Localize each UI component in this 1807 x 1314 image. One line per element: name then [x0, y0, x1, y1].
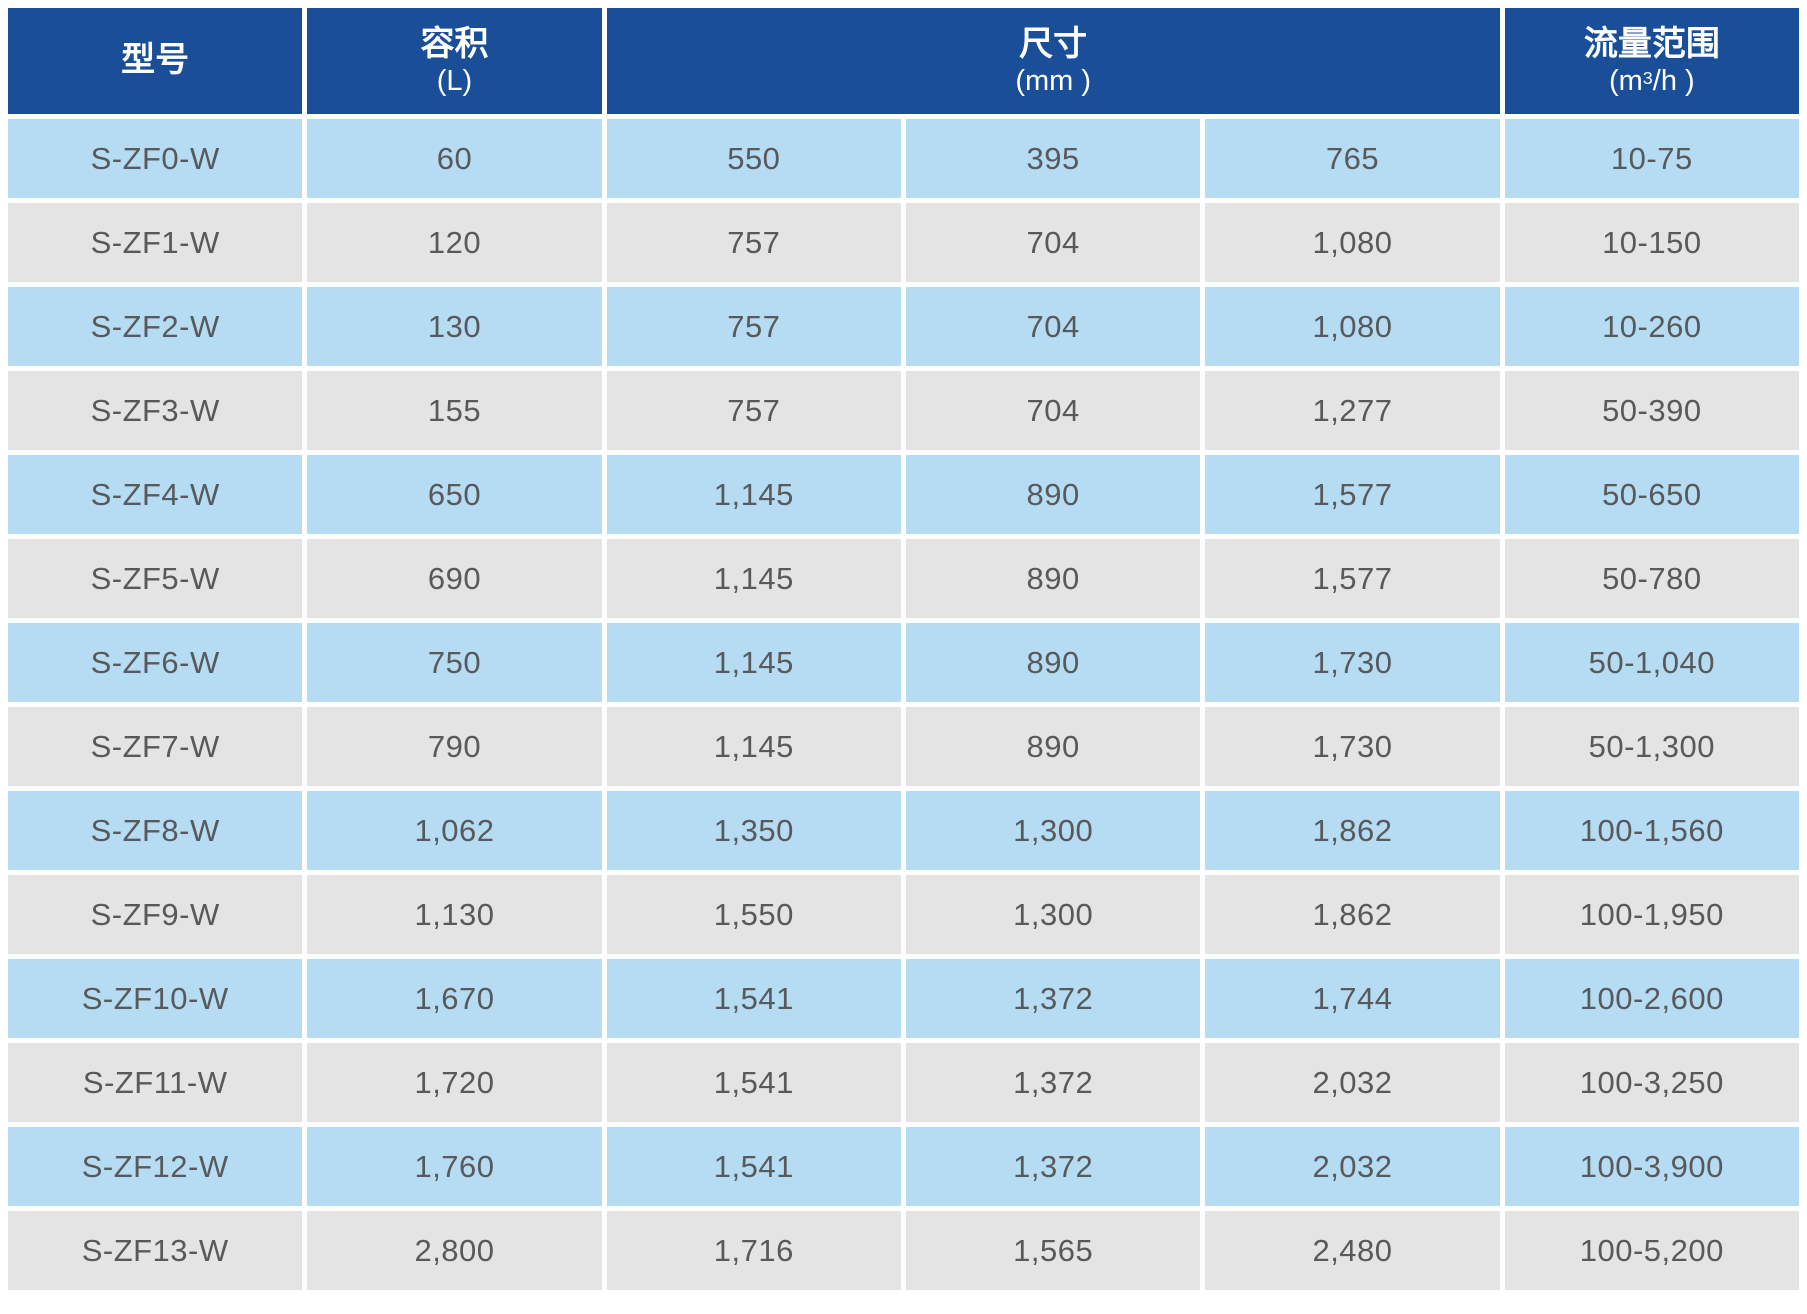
cell-dim3: 2,480 [1205, 1211, 1500, 1290]
cell-volume: 1,760 [307, 1127, 602, 1206]
cell-volume: 155 [307, 371, 602, 450]
cell-model: S-ZF8-W [8, 791, 303, 870]
cell-model: S-ZF10-W [8, 959, 303, 1038]
cell-dim3: 765 [1205, 119, 1500, 198]
cell-volume: 1,670 [307, 959, 602, 1038]
cell-flow-range: 100-1,560 [1504, 791, 1799, 870]
cell-model: S-ZF11-W [8, 1043, 303, 1122]
cell-dim3: 1,080 [1205, 287, 1500, 366]
cell-model: S-ZF6-W [8, 623, 303, 702]
cell-dim2: 1,372 [906, 1127, 1201, 1206]
cell-dim2: 395 [906, 119, 1201, 198]
header-volume-unit: (L) [436, 65, 473, 98]
cell-dim1: 1,541 [606, 1127, 901, 1206]
cell-dim2: 704 [906, 371, 1201, 450]
cell-dim2: 1,300 [906, 875, 1201, 954]
cell-dim3: 2,032 [1205, 1043, 1500, 1122]
cell-volume: 1,062 [307, 791, 602, 870]
cell-flow-range: 50-650 [1504, 455, 1799, 534]
cell-volume: 120 [307, 203, 602, 282]
cell-model: S-ZF4-W [8, 455, 303, 534]
cell-dim3: 1,080 [1205, 203, 1500, 282]
cell-dim1: 1,145 [606, 455, 901, 534]
cell-dim2: 704 [906, 203, 1201, 282]
header-size-label: 尺寸 [1019, 24, 1088, 63]
cell-model: S-ZF1-W [8, 203, 303, 282]
cell-dim3: 1,577 [1205, 455, 1500, 534]
cell-dim3: 1,730 [1205, 623, 1500, 702]
cell-volume: 2,800 [307, 1211, 602, 1290]
header-flow-range-label: 流量范围 [1583, 24, 1720, 63]
cell-flow-range: 10-260 [1504, 287, 1799, 366]
cell-dim2: 890 [906, 539, 1201, 618]
cell-dim1: 1,145 [606, 623, 901, 702]
cell-model: S-ZF12-W [8, 1127, 303, 1206]
header-flow-range-unit: (m3/h ) [1608, 65, 1695, 98]
cell-flow-range: 50-390 [1504, 371, 1799, 450]
header-volume: 容积 (L) [307, 8, 602, 114]
cell-dim2: 1,300 [906, 791, 1201, 870]
cell-model: S-ZF9-W [8, 875, 303, 954]
cell-flow-range: 100-1,950 [1504, 875, 1799, 954]
cell-dim3: 1,730 [1205, 707, 1500, 786]
cell-flow-range: 50-1,300 [1504, 707, 1799, 786]
cell-model: S-ZF0-W [8, 119, 303, 198]
cell-dim2: 704 [906, 287, 1201, 366]
cell-dim3: 1,577 [1205, 539, 1500, 618]
cell-dim2: 1,372 [906, 959, 1201, 1038]
cell-model: S-ZF2-W [8, 287, 303, 366]
cell-dim1: 757 [606, 287, 901, 366]
cell-dim1: 1,550 [606, 875, 901, 954]
cell-dim1: 1,145 [606, 539, 901, 618]
cell-dim1: 550 [606, 119, 901, 198]
cell-flow-range: 100-2,600 [1504, 959, 1799, 1038]
header-volume-label: 容积 [420, 24, 489, 63]
cell-model: S-ZF5-W [8, 539, 303, 618]
cell-volume: 690 [307, 539, 602, 618]
cell-flow-range: 10-75 [1504, 119, 1799, 198]
cell-volume: 60 [307, 119, 602, 198]
cell-volume: 650 [307, 455, 602, 534]
spec-table: 型号 容积 (L) 尺寸 (mm ) 流量范围 (m3/h ) S-ZF0-W … [8, 8, 1799, 1290]
header-size-unit: (mm ) [1015, 65, 1091, 98]
cell-flow-range: 100-3,250 [1504, 1043, 1799, 1122]
cell-dim1: 1,541 [606, 1043, 901, 1122]
cell-dim3: 1,744 [1205, 959, 1500, 1038]
cell-dim1: 757 [606, 203, 901, 282]
cell-dim3: 2,032 [1205, 1127, 1500, 1206]
cell-flow-range: 50-780 [1504, 539, 1799, 618]
cell-volume: 130 [307, 287, 602, 366]
header-size: 尺寸 (mm ) [606, 8, 1500, 114]
header-model-label: 型号 [121, 41, 190, 80]
cell-dim2: 1,372 [906, 1043, 1201, 1122]
cell-dim3: 1,862 [1205, 875, 1500, 954]
cell-volume: 790 [307, 707, 602, 786]
cell-model: S-ZF13-W [8, 1211, 303, 1290]
cell-flow-range: 100-3,900 [1504, 1127, 1799, 1206]
cell-model: S-ZF7-W [8, 707, 303, 786]
cell-dim2: 890 [906, 455, 1201, 534]
cell-dim1: 1,350 [606, 791, 901, 870]
cell-flow-range: 100-5,200 [1504, 1211, 1799, 1290]
cell-dim1: 1,541 [606, 959, 901, 1038]
cell-volume: 1,130 [307, 875, 602, 954]
header-flow-range: 流量范围 (m3/h ) [1504, 8, 1799, 114]
cell-dim3: 1,862 [1205, 791, 1500, 870]
cell-dim2: 890 [906, 623, 1201, 702]
cell-dim3: 1,277 [1205, 371, 1500, 450]
cell-flow-range: 50-1,040 [1504, 623, 1799, 702]
cell-dim1: 1,145 [606, 707, 901, 786]
header-model: 型号 [8, 8, 303, 114]
cell-dim1: 757 [606, 371, 901, 450]
cell-volume: 750 [307, 623, 602, 702]
cell-dim2: 1,565 [906, 1211, 1201, 1290]
cell-flow-range: 10-150 [1504, 203, 1799, 282]
flow-unit-superscript: 3 [1642, 68, 1653, 89]
cell-model: S-ZF3-W [8, 371, 303, 450]
cell-dim2: 890 [906, 707, 1201, 786]
cell-dim1: 1,716 [606, 1211, 901, 1290]
cell-volume: 1,720 [307, 1043, 602, 1122]
